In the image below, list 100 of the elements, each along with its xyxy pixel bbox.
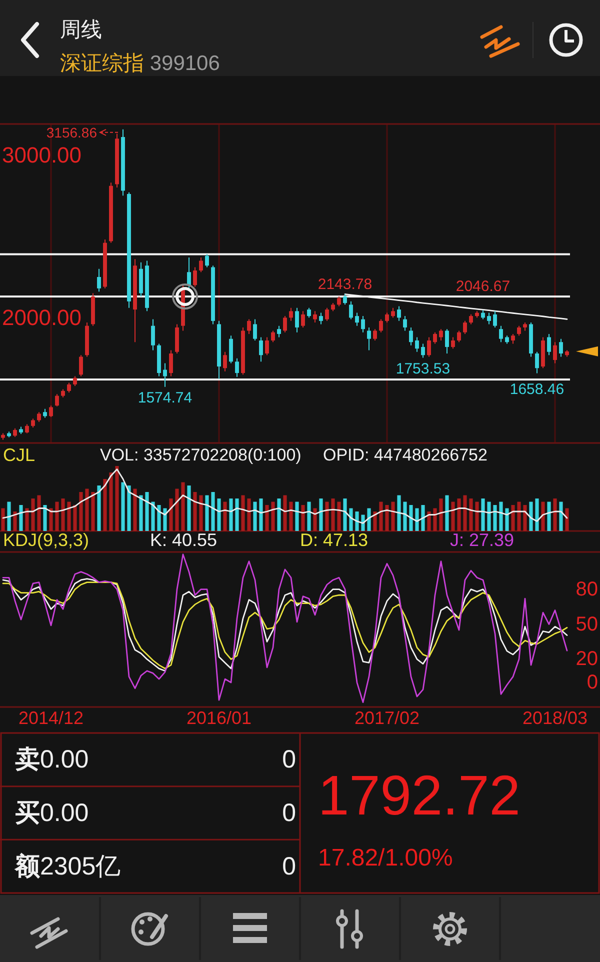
bar	[13, 512, 17, 531]
candlestick	[283, 316, 287, 333]
candlestick	[235, 358, 239, 378]
candlestick	[553, 342, 557, 364]
bar	[487, 502, 491, 531]
candlestick	[463, 320, 467, 334]
bar	[43, 505, 47, 531]
bar	[289, 502, 293, 531]
candlestick	[79, 354, 83, 377]
bar	[97, 486, 101, 531]
text: 1753.53	[396, 360, 450, 378]
text: 1574.74	[138, 389, 192, 406]
bar	[181, 482, 185, 531]
bar	[235, 498, 239, 531]
bar	[427, 512, 431, 531]
candlestick	[487, 312, 491, 325]
x-tick-label: 2016/01	[186, 708, 252, 728]
bar	[1, 508, 5, 531]
bar	[529, 502, 533, 531]
candlestick	[265, 336, 269, 356]
bar	[253, 502, 257, 531]
bar	[559, 502, 563, 531]
bar	[313, 508, 317, 531]
bar	[199, 495, 203, 531]
text: 额2305亿	[14, 852, 121, 880]
candlestick	[409, 326, 413, 346]
text: 卖0.00	[15, 746, 89, 774]
bar	[49, 508, 53, 531]
candlestick	[415, 336, 419, 352]
bar	[385, 505, 389, 531]
y-tick-label: 50	[576, 613, 598, 636]
bar	[211, 492, 215, 531]
candlestick	[319, 312, 323, 325]
chart-title: 周线	[60, 18, 102, 42]
bar	[229, 498, 233, 531]
bar	[397, 495, 401, 531]
candlestick	[151, 318, 155, 351]
candlestick	[499, 325, 503, 343]
bar	[151, 502, 155, 531]
bar	[541, 502, 545, 531]
text: 2046.67	[456, 278, 510, 296]
candlestick	[457, 330, 461, 343]
candlestick	[343, 294, 347, 306]
bar	[217, 498, 221, 531]
candlestick	[55, 394, 59, 407]
candlestick	[355, 312, 359, 326]
candlestick	[313, 310, 317, 324]
candlestick	[223, 351, 227, 372]
candlestick	[391, 307, 395, 318]
bar	[91, 492, 95, 531]
bar	[73, 505, 77, 531]
candlestick	[481, 310, 485, 320]
bar	[67, 502, 71, 531]
candlestick	[379, 318, 383, 333]
bar	[337, 502, 341, 531]
bar	[115, 466, 119, 531]
bar	[439, 498, 443, 531]
bar	[109, 472, 113, 531]
text: 2143.78	[318, 276, 372, 293]
candlestick	[433, 332, 437, 344]
candlestick	[403, 316, 407, 332]
bar	[463, 495, 467, 531]
candlestick	[253, 318, 257, 341]
bar	[205, 495, 209, 531]
candlestick	[325, 307, 329, 322]
bar	[145, 492, 149, 531]
bar	[547, 502, 551, 531]
candlestick	[259, 336, 263, 362]
bar	[445, 495, 449, 531]
bar	[301, 505, 305, 531]
text: 1658.46	[510, 381, 564, 398]
candlestick	[367, 326, 371, 351]
text: 3156.86	[46, 124, 97, 140]
candlestick	[247, 318, 251, 334]
bar	[457, 498, 461, 531]
candlestick	[169, 350, 173, 377]
candlestick	[307, 307, 311, 318]
bar	[157, 505, 161, 531]
bar	[343, 498, 347, 531]
text: 0	[282, 799, 296, 827]
text: 1792.72	[318, 764, 520, 826]
bar	[469, 498, 473, 531]
bar	[19, 505, 23, 531]
bar	[379, 502, 383, 531]
candlestick	[559, 338, 563, 358]
text: VOL: 33572702208(0:100)	[100, 446, 302, 464]
bar	[565, 508, 569, 531]
candlestick	[337, 296, 341, 307]
bar	[355, 512, 359, 531]
x-tick-label: 2017/02	[354, 708, 420, 728]
bar	[415, 508, 419, 531]
y-tick-label: 3000.00	[2, 142, 82, 168]
bar	[451, 502, 455, 531]
candlestick	[427, 336, 431, 358]
candlestick	[373, 328, 377, 341]
y-tick-label: 2000.00	[2, 305, 82, 330]
bar	[175, 488, 179, 531]
candlestick	[277, 325, 281, 338]
candlestick	[535, 351, 539, 374]
y-tick-label: 80	[576, 578, 598, 600]
